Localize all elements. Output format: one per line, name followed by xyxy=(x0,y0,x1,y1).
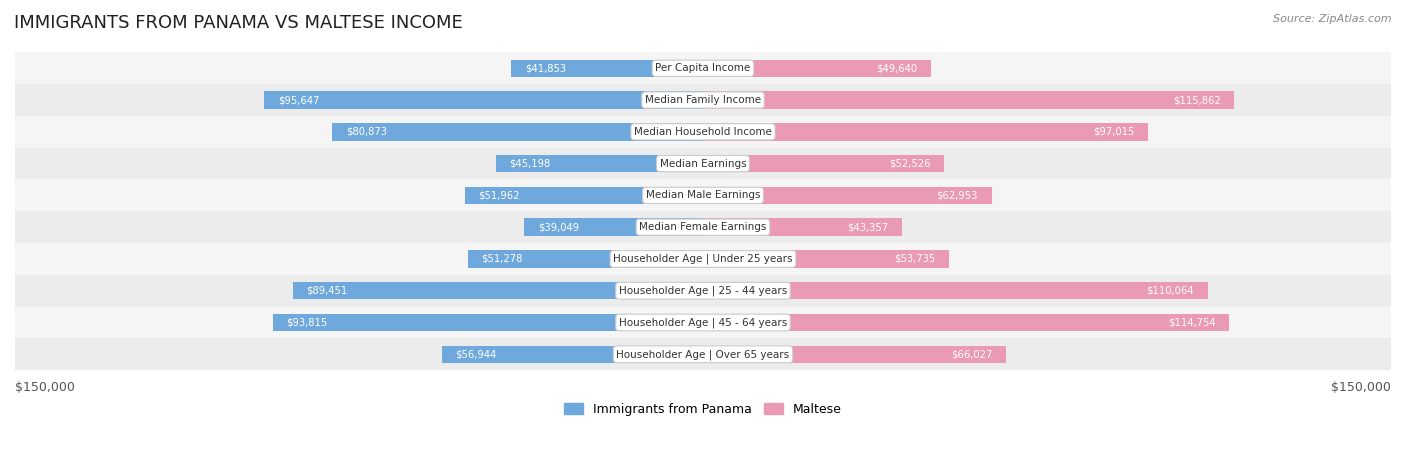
Bar xyxy=(703,59,931,77)
Bar xyxy=(15,211,1391,243)
Bar xyxy=(496,155,703,172)
Bar xyxy=(15,339,1391,370)
Text: Median Household Income: Median Household Income xyxy=(634,127,772,137)
Bar xyxy=(15,243,1391,275)
Text: $150,000: $150,000 xyxy=(15,381,75,394)
Bar xyxy=(703,187,991,204)
Bar xyxy=(15,307,1391,339)
Text: $41,853: $41,853 xyxy=(524,63,567,73)
Text: $51,278: $51,278 xyxy=(482,254,523,264)
Bar xyxy=(703,155,943,172)
Bar xyxy=(703,123,1147,141)
Text: $150,000: $150,000 xyxy=(1331,381,1391,394)
Text: Householder Age | Over 65 years: Householder Age | Over 65 years xyxy=(616,349,790,360)
Bar xyxy=(510,59,703,77)
Bar xyxy=(15,84,1391,116)
Text: $114,754: $114,754 xyxy=(1168,318,1216,327)
Bar xyxy=(332,123,703,141)
Bar xyxy=(15,179,1391,211)
Text: $93,815: $93,815 xyxy=(287,318,328,327)
Bar xyxy=(703,346,1005,363)
Legend: Immigrants from Panama, Maltese: Immigrants from Panama, Maltese xyxy=(560,398,846,421)
Text: $39,049: $39,049 xyxy=(537,222,579,232)
Bar xyxy=(264,91,703,109)
Text: Median Male Earnings: Median Male Earnings xyxy=(645,191,761,200)
Text: Median Family Income: Median Family Income xyxy=(645,95,761,105)
Text: $110,064: $110,064 xyxy=(1146,286,1194,296)
Bar xyxy=(703,282,1208,299)
Bar xyxy=(15,275,1391,307)
Text: IMMIGRANTS FROM PANAMA VS MALTESE INCOME: IMMIGRANTS FROM PANAMA VS MALTESE INCOME xyxy=(14,14,463,32)
Text: Median Earnings: Median Earnings xyxy=(659,159,747,169)
Bar xyxy=(703,314,1229,331)
Text: $51,962: $51,962 xyxy=(478,191,520,200)
Bar xyxy=(703,91,1234,109)
Text: Per Capita Income: Per Capita Income xyxy=(655,63,751,73)
Bar xyxy=(703,219,901,236)
Bar xyxy=(468,250,703,268)
Bar xyxy=(15,148,1391,179)
Text: $52,526: $52,526 xyxy=(889,159,931,169)
Text: $49,640: $49,640 xyxy=(876,63,917,73)
Text: $53,735: $53,735 xyxy=(894,254,936,264)
Text: Householder Age | Under 25 years: Householder Age | Under 25 years xyxy=(613,254,793,264)
Text: $95,647: $95,647 xyxy=(278,95,319,105)
Text: $56,944: $56,944 xyxy=(456,349,496,359)
Bar xyxy=(15,52,1391,84)
Text: Householder Age | 25 - 44 years: Householder Age | 25 - 44 years xyxy=(619,285,787,296)
Bar xyxy=(524,219,703,236)
Bar xyxy=(273,314,703,331)
Bar xyxy=(703,250,949,268)
Text: $62,953: $62,953 xyxy=(936,191,979,200)
Text: Source: ZipAtlas.com: Source: ZipAtlas.com xyxy=(1274,14,1392,24)
Bar xyxy=(464,187,703,204)
Text: $89,451: $89,451 xyxy=(307,286,347,296)
Text: $115,862: $115,862 xyxy=(1173,95,1220,105)
Bar xyxy=(292,282,703,299)
Text: Householder Age | 45 - 64 years: Householder Age | 45 - 64 years xyxy=(619,317,787,328)
Text: $66,027: $66,027 xyxy=(950,349,993,359)
Text: $80,873: $80,873 xyxy=(346,127,387,137)
Bar xyxy=(15,116,1391,148)
Text: $97,015: $97,015 xyxy=(1092,127,1135,137)
Text: Median Female Earnings: Median Female Earnings xyxy=(640,222,766,232)
Text: $45,198: $45,198 xyxy=(509,159,551,169)
Bar xyxy=(441,346,703,363)
Text: $43,357: $43,357 xyxy=(846,222,889,232)
